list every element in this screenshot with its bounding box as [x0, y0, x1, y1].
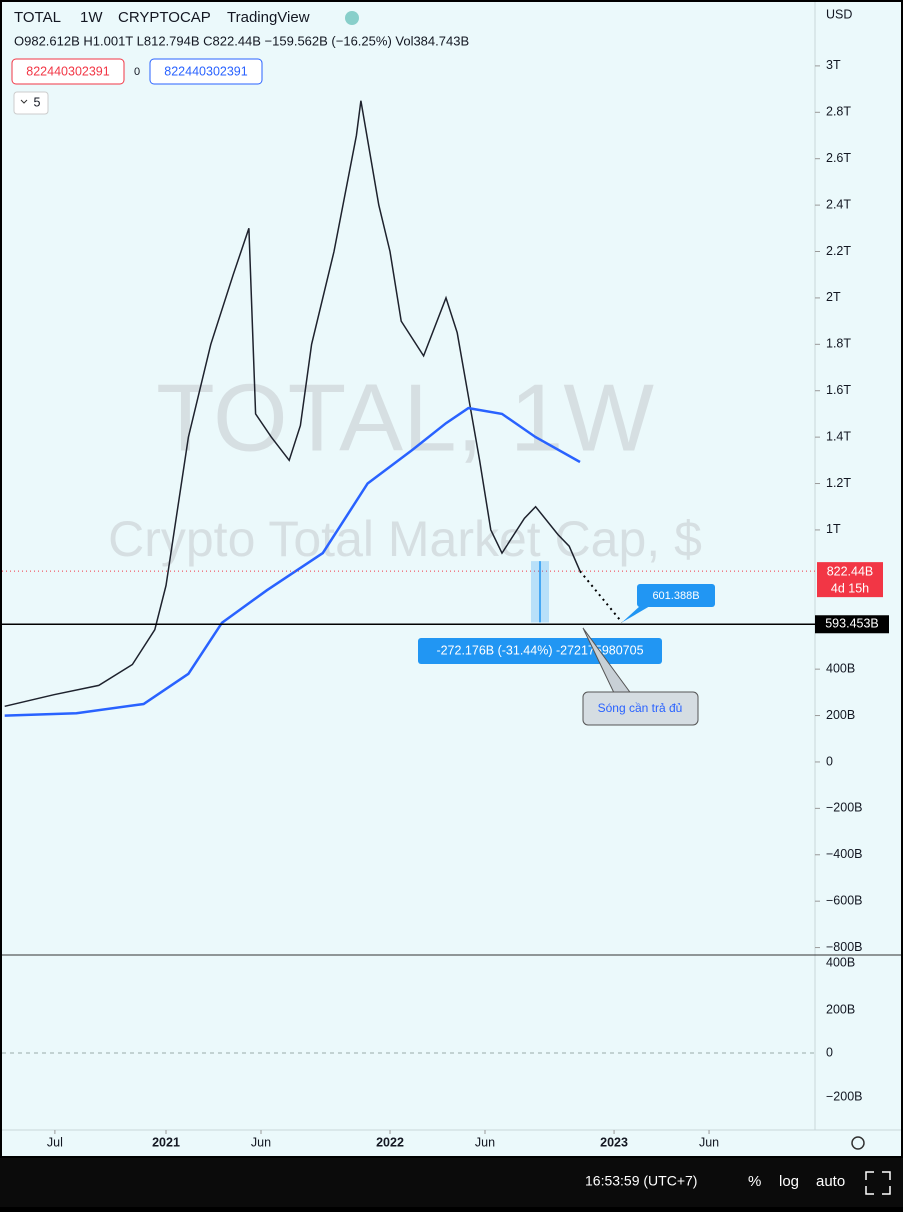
target-label: 601.388B	[652, 590, 699, 602]
last-price-box	[817, 562, 883, 598]
callout-pointer	[622, 606, 650, 623]
chevron	[20, 99, 28, 104]
y-tick-label: −400B	[826, 847, 863, 861]
y-tick-label: 3T	[826, 58, 841, 72]
x-tick-label: 2021	[152, 1135, 180, 1149]
y-tick-label: 1.6T	[826, 383, 851, 397]
y-tick-label: 2.2T	[826, 244, 851, 258]
auto-toggle[interactable]: auto	[816, 1173, 845, 1190]
y-tick-label: 200B	[826, 708, 855, 722]
log-toggle[interactable]: log	[779, 1173, 799, 1190]
macd-tick-label: −200B	[826, 1089, 863, 1103]
macd-tick-label: 400B	[826, 955, 855, 969]
y-tick-label: −800B	[826, 940, 863, 954]
y-tick-label: −200B	[826, 801, 863, 815]
currency[interactable]: USD	[826, 7, 852, 21]
macd-tick-label: 200B	[826, 1002, 855, 1016]
settings-icon[interactable]	[851, 1136, 865, 1150]
y-tick-label: 2T	[826, 290, 841, 304]
indicators-count[interactable]: 5	[34, 95, 41, 109]
y-tick-label: −600B	[826, 893, 863, 907]
y-tick-label: 400B	[826, 661, 855, 675]
x-tick-label: Jul	[47, 1135, 63, 1149]
x-tick-label: Jun	[699, 1135, 719, 1149]
annotation-box	[582, 691, 699, 726]
percent-toggle[interactable]: %	[748, 1173, 761, 1190]
sell-button[interactable]	[11, 58, 125, 85]
target-box	[637, 584, 715, 607]
x-tick-label: Jun	[475, 1135, 495, 1149]
x-tick-label: 2022	[376, 1135, 404, 1149]
y-tick-label: 2.8T	[826, 105, 851, 119]
chart-background	[2, 2, 901, 1156]
watermark-subtitle: Crypto Total Market Cap, $	[108, 511, 702, 567]
spread: 0	[134, 66, 140, 78]
ohlc: O982.612B H1.001T L812.794B C822.44B −15…	[14, 33, 469, 48]
price-line	[4, 100, 581, 708]
measure-label: -272.176B (-31.44%) -272175980705	[436, 643, 643, 657]
interval: 1W	[80, 9, 103, 26]
y-tick-label: 1.2T	[826, 476, 851, 490]
sell-price[interactable]: 822440302391	[26, 64, 109, 78]
status-dot	[345, 11, 359, 25]
buy-button[interactable]	[149, 58, 263, 85]
buy-price[interactable]: 822440302391	[164, 64, 247, 78]
hline-label: 593.453B	[825, 617, 879, 631]
y-tick-label: 1.4T	[826, 429, 851, 443]
x-tick-label: 2023	[600, 1135, 628, 1149]
hline-label-box	[815, 615, 889, 634]
projection	[579, 570, 623, 624]
source: TradingView	[227, 9, 310, 26]
y-tick-label: 0	[826, 754, 833, 768]
y-tick-label: 1.8T	[826, 337, 851, 351]
y-tick-label: 1T	[826, 522, 841, 536]
indicators-toggle[interactable]	[13, 91, 49, 115]
status-bar	[0, 1158, 903, 1207]
y-tick-label: 2.4T	[826, 197, 851, 211]
macd-tick-label: 0	[826, 1045, 833, 1059]
exchange: CRYPTOCAP	[118, 9, 211, 26]
symbol: TOTAL	[14, 9, 61, 26]
y-tick-label: 2.6T	[826, 151, 851, 165]
countdown: 4d 15h	[831, 581, 869, 595]
annotation: Sóng cần trả đủ	[598, 701, 683, 715]
watermark: TOTAL, 1W	[156, 364, 654, 471]
fullscreen-icon[interactable]	[865, 1171, 891, 1195]
price-line	[4, 406, 581, 717]
clock: 16:53:59 (UTC+7)	[585, 1173, 697, 1189]
x-tick-label: Jun	[251, 1135, 271, 1149]
last-price-label: 822.44B	[827, 564, 874, 578]
